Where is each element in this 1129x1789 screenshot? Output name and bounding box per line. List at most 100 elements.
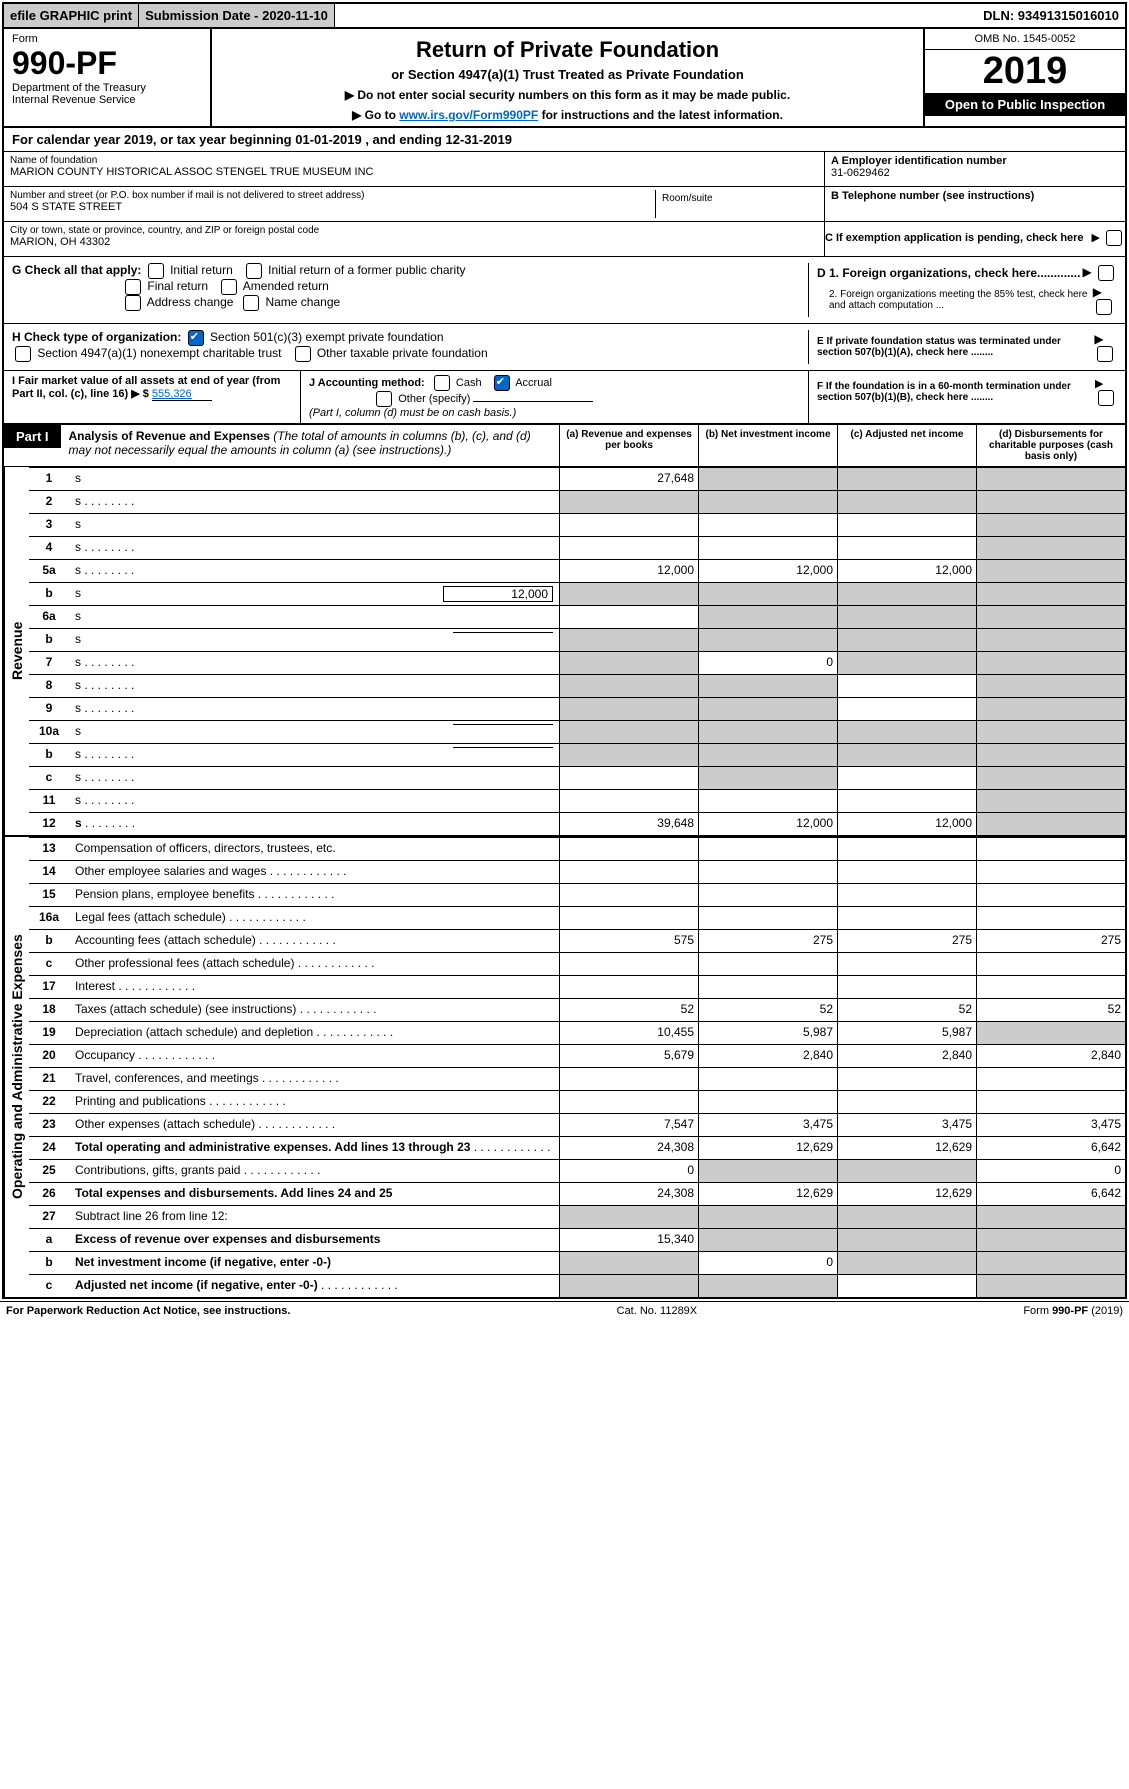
row-desc: Total expenses and disbursements. Add li… <box>69 1183 559 1205</box>
table-cell <box>837 1229 976 1251</box>
h3-checkbox[interactable] <box>295 346 311 362</box>
row-desc: Depreciation (attach schedule) and deple… <box>69 1022 559 1044</box>
col-b-header: (b) Net investment income <box>698 425 837 466</box>
row-num: 23 <box>29 1114 69 1136</box>
address-box: Number and street (or P.O. box number if… <box>4 187 824 222</box>
f-checkbox[interactable] <box>1098 390 1114 406</box>
form-link[interactable]: www.irs.gov/Form990PF <box>399 108 538 122</box>
row-num: 15 <box>29 884 69 906</box>
table-cell: 12,629 <box>698 1137 837 1159</box>
i-value-link[interactable]: 555,326 <box>152 388 212 401</box>
g4-checkbox[interactable] <box>221 279 237 295</box>
j-accrual-label: Accrual <box>515 377 552 389</box>
e-checkbox[interactable] <box>1097 346 1113 362</box>
g5-checkbox[interactable] <box>125 295 141 311</box>
d1-checkbox[interactable] <box>1098 265 1114 281</box>
table-cell <box>976 976 1125 998</box>
h-label: H Check type of organization: <box>12 330 181 344</box>
row-desc: Interest <box>69 976 559 998</box>
inst2-post: for instructions and the latest informat… <box>538 108 783 122</box>
table-cell: 12,000 <box>837 560 976 582</box>
revenue-section: Revenue 1s27,6482s . . . . . . . .3s4s .… <box>4 467 1125 835</box>
table-row: 24Total operating and administrative exp… <box>29 1136 1125 1159</box>
h2-checkbox[interactable] <box>15 346 31 362</box>
table-row: 9s . . . . . . . . <box>29 697 1125 720</box>
j-cash-checkbox[interactable] <box>434 375 450 391</box>
c-checkbox[interactable] <box>1106 230 1122 246</box>
table-cell <box>837 767 976 789</box>
table-cell <box>698 790 837 812</box>
row-num: 2 <box>29 491 69 513</box>
g2-checkbox[interactable] <box>246 263 262 279</box>
table-cell: 0 <box>698 1252 837 1274</box>
table-row: 10as <box>29 720 1125 743</box>
table-cell <box>559 652 698 674</box>
table-cell <box>698 861 837 883</box>
j-cash-label: Cash <box>456 377 482 389</box>
row-num: 4 <box>29 537 69 559</box>
row-num: 19 <box>29 1022 69 1044</box>
table-row: cs . . . . . . . . <box>29 766 1125 789</box>
col-a-header: (a) Revenue and expenses per books <box>559 425 698 466</box>
table-cell: 2,840 <box>976 1045 1125 1067</box>
g3-checkbox[interactable] <box>125 279 141 295</box>
row-num: 9 <box>29 698 69 720</box>
table-row: 19Depreciation (attach schedule) and dep… <box>29 1021 1125 1044</box>
table-cell <box>698 721 837 743</box>
g3-label: Final return <box>147 279 208 293</box>
table-cell: 275 <box>698 930 837 952</box>
j-other-label: Other (specify) <box>398 393 470 405</box>
d2-checkbox[interactable] <box>1096 299 1112 315</box>
table-cell <box>559 861 698 883</box>
row-desc: s . . . . . . . . <box>69 698 559 720</box>
table-row: cAdjusted net income (if negative, enter… <box>29 1274 1125 1297</box>
table-cell <box>559 1252 698 1274</box>
table-cell <box>559 629 698 651</box>
table-cell <box>559 838 698 860</box>
table-cell: 0 <box>698 652 837 674</box>
info-section: Name of foundation MARION COUNTY HISTORI… <box>4 152 1125 257</box>
table-row: 1s27,648 <box>29 467 1125 490</box>
table-row: 8s . . . . . . . . <box>29 674 1125 697</box>
table-row: 7s . . . . . . . .0 <box>29 651 1125 674</box>
table-cell <box>837 1068 976 1090</box>
table-cell <box>837 907 976 929</box>
efile-button[interactable]: efile GRAPHIC print <box>4 4 139 27</box>
row-num: b <box>29 1252 69 1274</box>
table-cell: 7,547 <box>559 1114 698 1136</box>
table-cell: 12,629 <box>837 1137 976 1159</box>
d1-label: D 1. Foreign organizations, check here..… <box>817 266 1080 280</box>
table-cell <box>976 629 1125 651</box>
table-cell <box>837 721 976 743</box>
part1-title: Analysis of Revenue and Expenses (The to… <box>61 425 559 466</box>
h1-checkbox[interactable] <box>188 330 204 346</box>
table-cell <box>559 767 698 789</box>
table-row: bs <box>29 628 1125 651</box>
table-cell <box>698 698 837 720</box>
dept-label: Department of the Treasury <box>12 82 202 94</box>
row-num: b <box>29 744 69 766</box>
revenue-vtext: Revenue <box>4 467 29 835</box>
row-num: 14 <box>29 861 69 883</box>
table-row: 26Total expenses and disbursements. Add … <box>29 1182 1125 1205</box>
table-cell: 12,000 <box>698 560 837 582</box>
table-cell <box>976 537 1125 559</box>
table-cell <box>559 976 698 998</box>
table-row: 22Printing and publications <box>29 1090 1125 1113</box>
table-cell <box>976 953 1125 975</box>
table-cell <box>837 491 976 513</box>
row-num: c <box>29 953 69 975</box>
table-cell <box>698 491 837 513</box>
table-cell: 12,629 <box>837 1183 976 1205</box>
check-section-h: H Check type of organization: Section 50… <box>4 324 1125 371</box>
table-row: 23Other expenses (attach schedule)7,5473… <box>29 1113 1125 1136</box>
form-container: efile GRAPHIC print Submission Date - 20… <box>2 2 1127 1299</box>
g1-checkbox[interactable] <box>148 263 164 279</box>
g2-label: Initial return of a former public charit… <box>268 263 465 277</box>
g6-checkbox[interactable] <box>243 295 259 311</box>
table-cell <box>559 721 698 743</box>
j-accrual-checkbox[interactable] <box>494 375 510 391</box>
j-other-checkbox[interactable] <box>376 391 392 407</box>
table-cell: 52 <box>837 999 976 1021</box>
check-section-g: G Check all that apply: Initial return I… <box>4 257 1125 324</box>
